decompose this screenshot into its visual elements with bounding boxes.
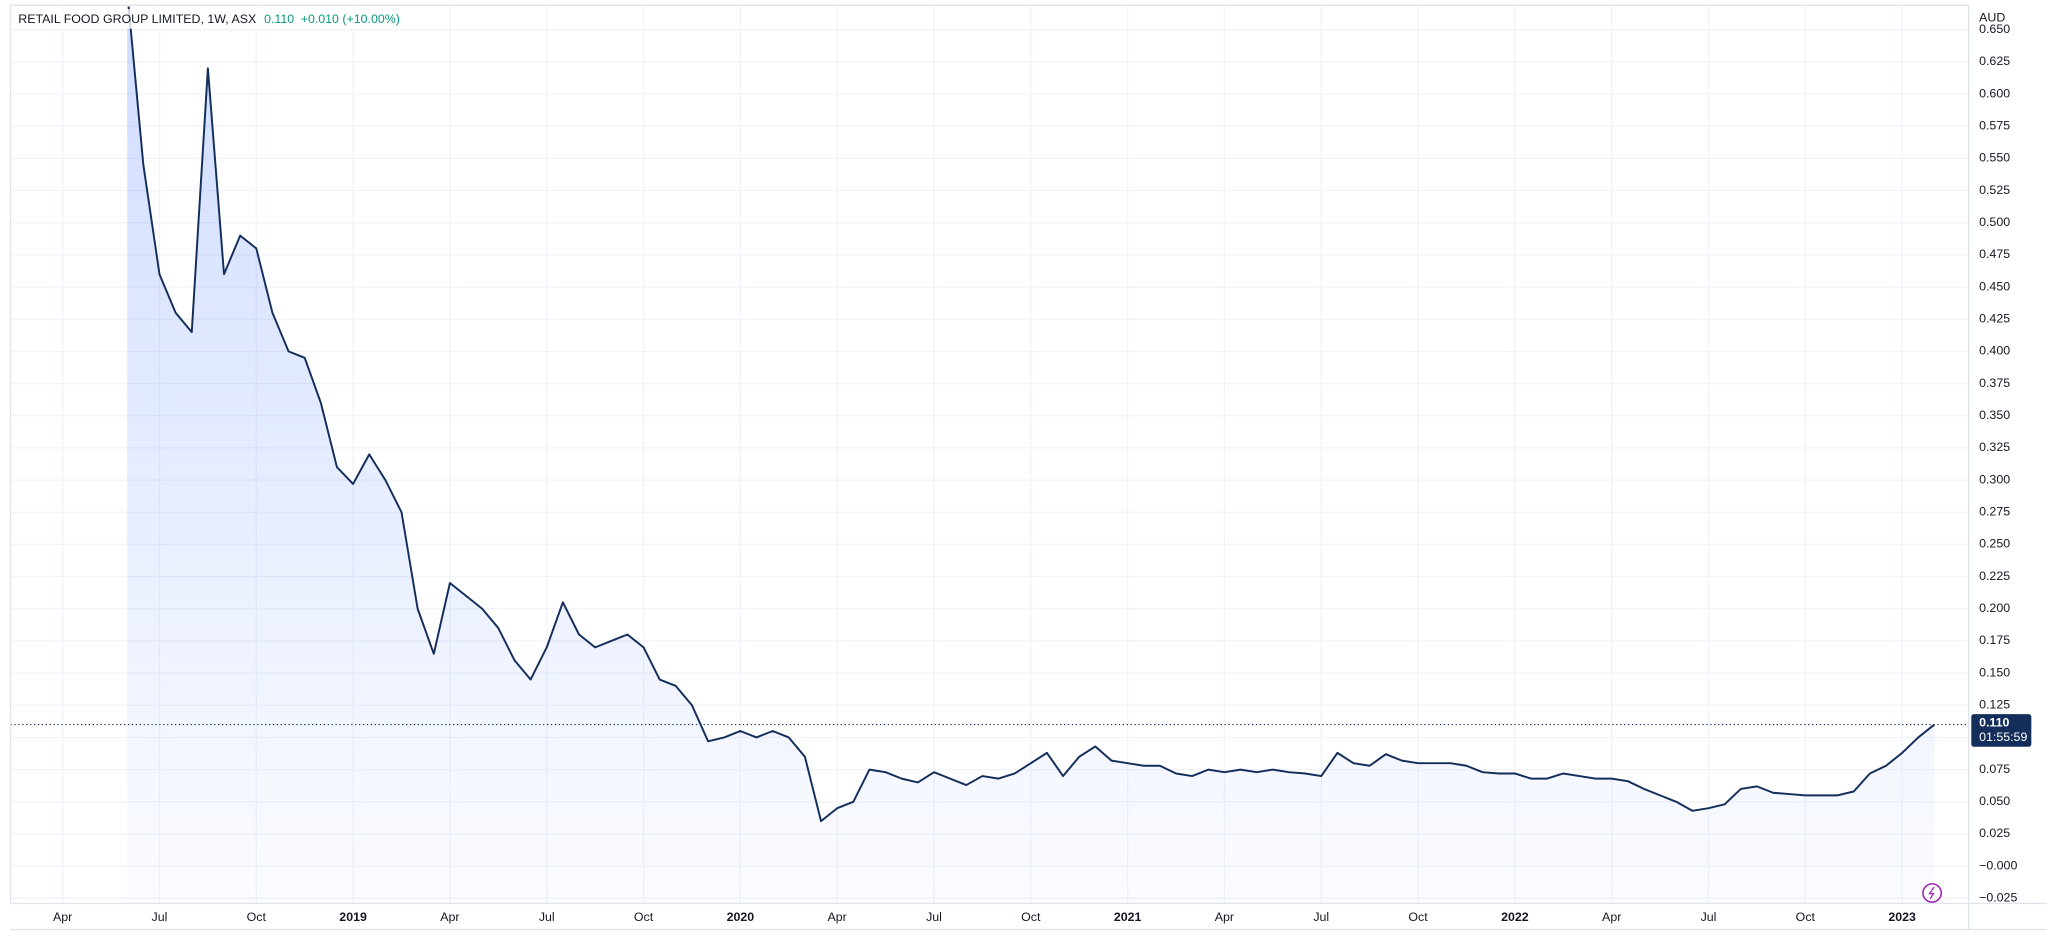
x-tick-label: Apr [440,910,459,924]
y-tick-label: 0.475 [1979,247,2010,261]
x-tick-label: Oct [1408,910,1428,924]
area-fill [127,6,1935,904]
y-tick-label: 0.225 [1979,569,2010,583]
price-line [127,6,1936,823]
x-tick-label: Jul [539,910,555,924]
y-tick-label: −0.025 [1979,891,2017,905]
x-tick-label: Apr [53,910,72,924]
x-tick-label: Apr [1215,910,1234,924]
y-tick-label: 0.175 [1979,633,2010,647]
y-tick-label: 0.550 [1979,151,2010,165]
x-tick-label: 2019 [339,910,367,924]
countdown-label: 01:55:59 [1979,730,2027,744]
y-tick-label: 0.300 [1979,472,2010,486]
y-tick-label: 0.200 [1979,601,2010,615]
y-tick-label: −0.000 [1979,858,2017,872]
x-tick-label: Jul [926,910,942,924]
x-tick-label: Jul [152,910,168,924]
labels: −0.025−0.0000.0250.0500.0750.1000.1250.1… [53,22,2032,924]
x-tick-label: Jul [1313,910,1329,924]
series [10,6,1969,904]
y-tick-label: 0.625 [1979,54,2010,68]
x-tick-label: Apr [1602,910,1621,924]
y-tick-label: 0.375 [1979,376,2010,390]
x-tick-label: 2020 [727,910,755,924]
y-tick-label: 0.075 [1979,762,2010,776]
last-price-label: 0.110 [1979,716,2009,730]
y-tick-label: 0.650 [1979,22,2010,36]
legend-bg [13,9,366,29]
symbol-title: RETAIL FOOD GROUP LIMITED, 1W, ASX [18,12,256,26]
replay-icon[interactable] [1922,883,1943,903]
y-tick-label: 0.150 [1979,665,2010,679]
x-tick-label: Oct [1796,910,1816,924]
x-tick-label: 2023 [1888,910,1916,924]
y-tick-label: 0.400 [1979,344,2010,358]
y-tick-label: 0.500 [1979,215,2010,229]
y-tick-label: 0.525 [1979,183,2010,197]
x-tick-label: Apr [828,910,847,924]
x-tick-label: Oct [247,910,267,924]
y-tick-label: 0.425 [1979,312,2010,326]
y-tick-label: 0.025 [1979,826,2010,840]
y-tick-label: 0.325 [1979,440,2010,454]
currency-unit: AUD [1979,11,2005,25]
x-tick-label: 2022 [1501,910,1529,924]
header-price: 0.110 [264,12,294,26]
x-tick-label: Oct [634,910,654,924]
y-tick-label: 0.250 [1979,537,2010,551]
y-tick-label: 0.575 [1979,118,2010,132]
x-tick-label: Oct [1021,910,1041,924]
y-tick-label: 0.600 [1979,86,2010,100]
last-price-box [1971,714,2032,747]
y-tick-label: 0.275 [1979,505,2010,519]
y-tick-label: 0.050 [1979,794,2010,808]
y-tick-label: 0.450 [1979,279,2010,293]
x-tick-label: 2021 [1114,910,1142,924]
header-change: +0.010 (+10.00%) [301,12,400,26]
axes [9,4,2047,931]
x-tick-label: Jul [1701,910,1717,924]
y-tick-label: 0.125 [1979,698,2010,712]
icon-bolt[interactable] [1928,886,1935,900]
y-tick-label: 0.350 [1979,408,2010,422]
